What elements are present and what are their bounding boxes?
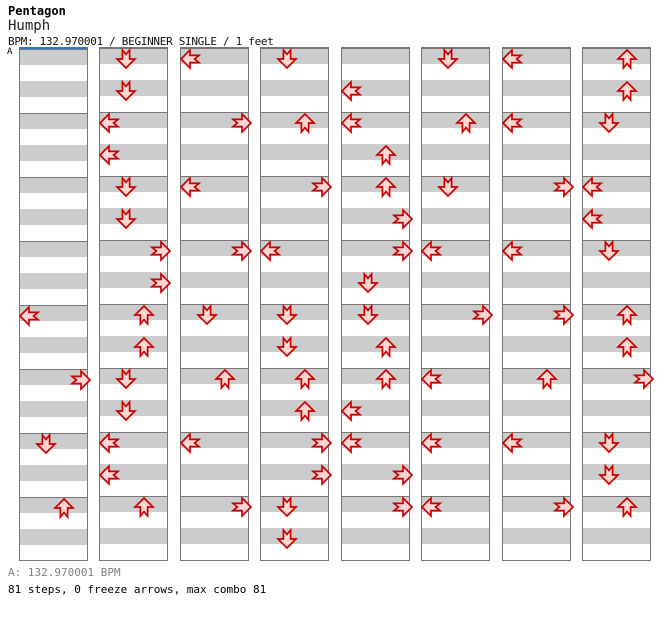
arrow-left-icon [420,367,443,391]
arrow-down-icon [276,527,299,550]
arrow-right-icon [310,463,332,487]
arrow-left-icon [420,495,443,519]
arrow-down-icon [196,303,219,326]
arrow-up-icon [615,48,638,71]
arrow-right-icon [391,463,413,487]
arrow-right-icon [69,368,91,392]
arrow-down-icon [598,111,621,134]
bpm-marker-label: A [7,47,13,57]
arrow-down-icon [437,175,460,198]
arrow-left-icon [340,399,363,423]
arrow-left-icon [581,175,604,199]
arrow-left-icon [340,431,363,455]
arrow-down-icon [276,303,299,326]
arrow-left-icon [18,304,41,328]
arrow-right-icon [391,207,413,231]
arrow-left-icon [501,431,524,455]
arrow-down-icon [437,47,460,70]
arrow-up-icon [454,112,477,135]
arrow-down-icon [276,495,299,518]
arrow-right-icon [310,431,332,455]
arrow-down-icon [598,463,621,486]
arrow-left-icon [98,431,121,455]
arrow-right-icon [149,239,171,263]
arrow-down-icon [276,47,299,70]
arrow-left-icon [98,463,121,487]
arrow-up-icon [293,368,316,391]
arrow-right-icon [552,495,574,519]
measure-column-1 [18,47,91,561]
arrow-left-icon [501,111,524,135]
arrow-right-icon [230,239,252,263]
arrow-up-icon [615,336,638,359]
arrow-up-icon [132,336,155,359]
arrow-down-icon [357,303,380,326]
footer-bpm-line: A: 132.970001 BPM [8,566,121,579]
arrow-left-icon [179,175,202,199]
arrow-left-icon [98,111,121,135]
arrow-left-icon [179,47,202,71]
arrow-down-icon [598,431,621,454]
arrow-up-icon [615,496,638,519]
measure-column-7 [501,47,574,561]
footer-summary-line: 81 steps, 0 freeze arrows, max combo 81 [8,583,267,596]
arrow-left-icon [501,47,524,71]
measure-column-4 [259,47,332,561]
arrow-up-icon [374,368,397,391]
arrow-up-icon [374,176,397,199]
measure-column-5 [340,47,413,561]
arrow-left-icon [581,207,604,231]
arrow-down-icon [598,239,621,262]
arrow-right-icon [391,239,413,263]
arrow-down-icon [357,271,380,294]
arrow-right-icon [149,271,171,295]
arrow-left-icon [420,431,443,455]
arrow-up-icon [615,304,638,327]
arrow-up-icon [374,144,397,167]
arrow-left-icon [340,111,363,135]
artist-name: Pentagon [8,4,66,18]
arrow-up-icon [213,368,236,391]
arrow-right-icon [310,175,332,199]
arrow-down-icon [115,399,138,422]
arrow-right-icon [632,367,654,391]
arrow-down-icon [115,79,138,102]
arrow-left-icon [420,239,443,263]
measure-column-6 [420,47,493,561]
arrow-right-icon [552,303,574,327]
arrow-right-icon [230,495,252,519]
arrow-left-icon [98,143,121,167]
arrow-right-icon [230,111,252,135]
chart-info: BPM: 132.970001 / BEGINNER SINGLE / 1 fe… [8,35,274,48]
song-title: Humph [8,18,51,34]
arrow-down-icon [35,432,58,455]
arrow-up-icon [535,368,558,391]
arrow-up-icon [52,497,75,520]
arrow-up-icon [615,80,638,103]
arrow-down-icon [115,207,138,230]
arrow-up-icon [132,304,155,327]
arrow-left-icon [179,431,202,455]
arrow-down-icon [115,47,138,70]
measure-column-3 [179,47,252,561]
arrow-down-icon [115,175,138,198]
arrow-right-icon [471,303,493,327]
measure-column-2 [98,47,171,561]
arrow-down-icon [276,335,299,358]
arrow-up-icon [374,336,397,359]
arrow-left-icon [259,239,282,263]
arrow-right-icon [391,495,413,519]
arrow-up-icon [293,112,316,135]
arrow-left-icon [501,239,524,263]
arrow-down-icon [115,367,138,390]
arrow-left-icon [340,79,363,103]
arrow-right-icon [552,175,574,199]
measure-column-8 [581,47,654,561]
arrow-up-icon [293,400,316,423]
arrow-up-icon [132,496,155,519]
